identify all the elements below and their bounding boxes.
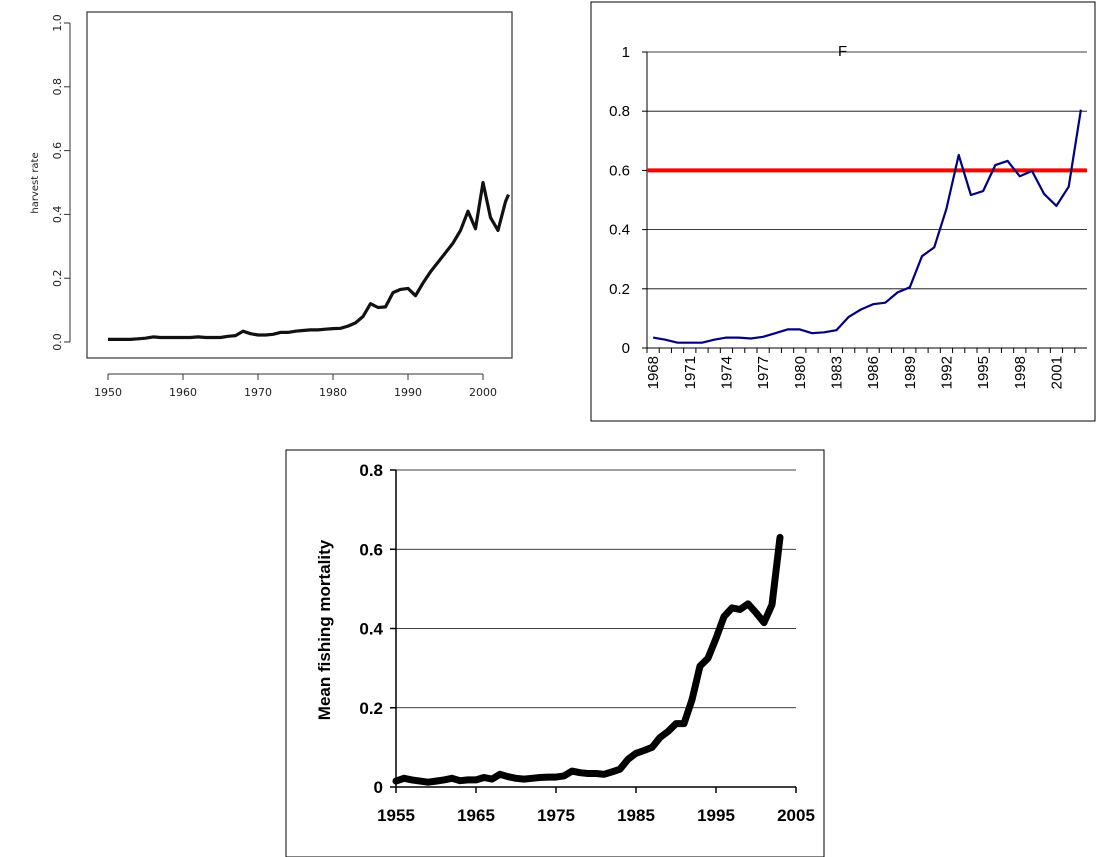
chart2-series-line <box>652 109 1082 344</box>
chart3-x-tick-label: 1985 <box>617 806 655 825</box>
chart1-x-tick-label: 1960 <box>169 386 197 399</box>
chart-mean-fishing-mortality: 0 0.2 0.4 0.6 0.8 1955 1965 1975 1985 1995 2005 Me… <box>285 449 825 857</box>
chart1-x-tick-label: 1950 <box>94 386 122 399</box>
chart3-y-tick-label: 0.6 <box>359 540 383 559</box>
chart1-x-tick-label: 1970 <box>244 386 272 399</box>
chart1-x-tick-label: 1980 <box>319 386 347 399</box>
chart2-y-tick-label: 0.2 <box>609 281 630 298</box>
chart2-x-tick-label: 1992 <box>938 356 955 389</box>
chart-f: 0 0.2 0.4 0.6 0.8 1 1968 1971 1974 1977 1980 1983 19… <box>590 1 1096 422</box>
chart1-x-tick-label: 2000 <box>469 386 497 399</box>
chart-harvest-rate: 0.0 0.2 0.4 0.6 0.8 1.0 1950 1960 1970 1980 1990 20… <box>30 11 513 399</box>
chart3-x-tick-label: 2005 <box>777 806 815 825</box>
chart1-series-line <box>108 180 510 341</box>
chart3-outer-frame <box>285 449 825 857</box>
chart1-plot-frame <box>86 11 513 359</box>
chart3-series-line <box>392 533 784 786</box>
chart2-x-tick-label: 1968 <box>645 356 662 389</box>
chart3-y-tick-label: 0 <box>374 778 383 797</box>
chart2-x-tick-label: 1986 <box>865 356 882 389</box>
chart1-y-tick-label: 0.6 <box>51 142 64 160</box>
chart3-x-tick-label: 1975 <box>537 806 575 825</box>
chart2-x-tick-label: 1983 <box>828 356 845 389</box>
chart2-x-tick-label: 1995 <box>975 356 992 389</box>
chart1-y-tick-label: 0.8 <box>51 78 64 96</box>
chart3-x-tick-label: 1965 <box>457 806 495 825</box>
chart3-y-tick-label: 0.4 <box>359 620 383 639</box>
chart3-y-tick-label: 0.8 <box>359 461 383 480</box>
chart3-x-tick-label: 1955 <box>377 806 415 825</box>
chart2-x-tick-label: 2001 <box>1048 356 1065 389</box>
chart2-y-tick-label: 1 <box>622 44 630 61</box>
chart2-y-tick-label: 0.8 <box>609 103 630 120</box>
chart2-x-tick-label: 1980 <box>792 356 809 389</box>
chart1-y-tick-label: 0.2 <box>51 269 64 287</box>
chart1-y-axis-label: harvest rate <box>30 152 41 213</box>
chart1-x-tick-label: 1990 <box>394 386 422 399</box>
chart1-y-tick-label: 0.0 <box>51 333 64 351</box>
chart1-y-tick-label: 1.0 <box>51 14 64 32</box>
chart2-y-tick-label: 0.4 <box>609 222 630 239</box>
chart2-x-tick-label: 1974 <box>718 356 735 389</box>
chart2-title: F <box>838 43 847 60</box>
chart3-y-tick-label: 0.2 <box>359 699 383 718</box>
chart3-x-tick-label: 1995 <box>697 806 735 825</box>
chart2-x-tick-label: 1998 <box>1012 356 1029 389</box>
chart2-x-tick-label: 1971 <box>682 356 699 389</box>
chart3-y-axis-label: Mean fishing mortality <box>315 539 334 720</box>
chart2-y-tick-label: 0 <box>622 340 630 357</box>
chart2-x-tick-label: 1977 <box>755 356 772 389</box>
chart2-y-tick-label: 0.6 <box>609 162 630 179</box>
chart1-y-tick-label: 0.4 <box>51 206 64 224</box>
chart2-x-tick-label: 1989 <box>902 356 919 389</box>
